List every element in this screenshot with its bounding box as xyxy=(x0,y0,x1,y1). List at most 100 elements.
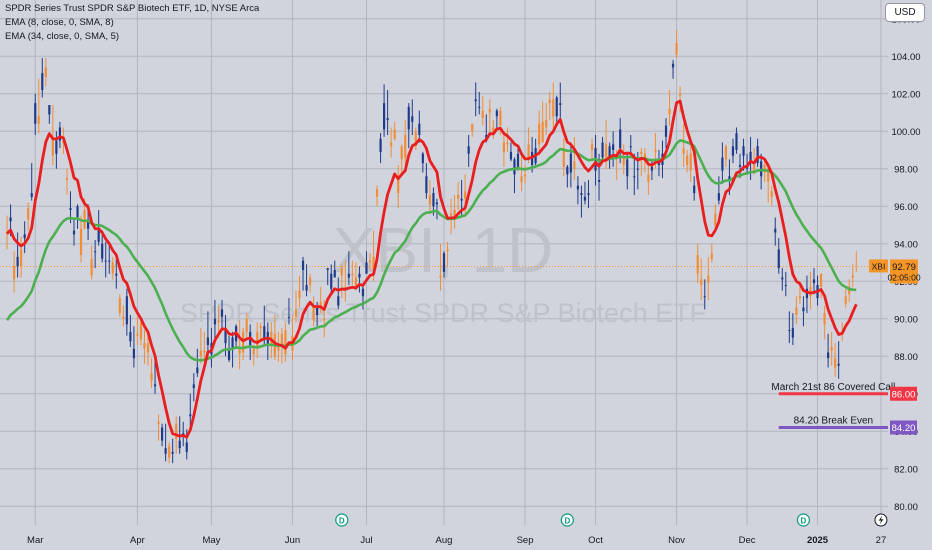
candle xyxy=(383,84,386,137)
candle-body xyxy=(449,213,453,216)
candle xyxy=(20,236,23,278)
candle xyxy=(305,264,308,297)
candle-body xyxy=(37,116,40,124)
candle-body xyxy=(217,320,220,323)
candle-body xyxy=(439,275,442,278)
candle-body xyxy=(143,343,146,349)
candle-body xyxy=(767,168,770,182)
covered-call-price-tag: 86.00 xyxy=(890,386,917,401)
candle-body xyxy=(27,208,30,220)
candle-body xyxy=(340,268,343,276)
candle-body xyxy=(714,213,717,225)
candle xyxy=(478,91,481,115)
chart-title[interactable]: SPDR Series Trust SPDR S&P Biotech ETF, … xyxy=(5,3,260,14)
candle-body xyxy=(781,277,784,280)
break-even-label[interactable]: 84.20 Break Even xyxy=(794,416,874,427)
candle-body xyxy=(72,230,76,235)
candle xyxy=(390,127,393,158)
indicator-ema-8[interactable]: EMA (8, close, 0, SMA, 8) xyxy=(5,17,114,28)
currency-button[interactable]: USD xyxy=(885,3,925,22)
candle-body xyxy=(23,234,26,239)
candle xyxy=(834,343,837,377)
candle xyxy=(481,95,484,126)
candle xyxy=(171,438,174,464)
time-axis-label: May xyxy=(202,535,220,546)
ema-8-line xyxy=(6,99,858,439)
candle-body xyxy=(520,176,523,182)
price-axis-tick: 80.00 xyxy=(894,502,918,513)
candle-body xyxy=(760,161,763,177)
candle-body xyxy=(788,330,791,331)
candle xyxy=(453,195,456,229)
candle xyxy=(34,93,37,135)
candle xyxy=(146,331,150,366)
candle xyxy=(777,238,780,274)
candle xyxy=(506,127,509,152)
candle xyxy=(72,219,76,246)
candle xyxy=(51,105,54,165)
candle xyxy=(161,423,164,447)
candle-body xyxy=(562,150,565,167)
candle xyxy=(132,326,135,368)
candle xyxy=(502,135,505,167)
candle xyxy=(337,277,340,310)
price-axis-tick: 88.00 xyxy=(894,352,918,363)
candle-body xyxy=(309,277,312,285)
earnings-icon[interactable] xyxy=(874,513,888,527)
candle xyxy=(90,245,93,280)
candle xyxy=(150,358,153,389)
candle xyxy=(65,168,69,195)
candle xyxy=(16,232,19,278)
candle xyxy=(545,103,548,135)
covered-call-label[interactable]: March 21st 86 Covered Call xyxy=(771,382,895,393)
candle-body xyxy=(136,333,139,336)
candle-body xyxy=(791,328,794,338)
candle xyxy=(196,348,199,377)
candle-body xyxy=(735,133,738,150)
candle-body xyxy=(774,228,777,233)
candle xyxy=(735,127,738,154)
candle-body xyxy=(749,151,752,164)
candle-body xyxy=(679,93,682,96)
candle xyxy=(700,258,703,300)
dividend-marker-circle xyxy=(560,513,574,527)
price-axis-tick: 94.00 xyxy=(894,239,918,250)
horizontal-levels[interactable]: March 21st 86 Covered Call 84.20 Break Ev… xyxy=(771,382,895,429)
time-axis[interactable]: Mar Apr May Jun Jul Aug Sep Oct Nov Dec 2025 27 D D D xyxy=(27,513,888,546)
candle-body xyxy=(164,448,167,454)
candle-body xyxy=(650,166,653,171)
candle-body xyxy=(83,210,86,229)
candle-body xyxy=(354,277,357,289)
candle-body xyxy=(555,97,558,117)
candle xyxy=(664,118,668,149)
price-axis-tick: 90.00 xyxy=(894,314,918,325)
dividend-icon[interactable]: D xyxy=(335,513,349,527)
candle-body xyxy=(686,155,689,165)
indicator-ema-34[interactable]: EMA (34, close, 0, SMA, 5) xyxy=(5,31,120,42)
candle xyxy=(136,316,139,345)
candle-body xyxy=(192,384,195,389)
candle xyxy=(41,58,44,98)
candle-body xyxy=(407,106,410,130)
candle-body xyxy=(111,262,114,274)
time-axis-label: Oct xyxy=(588,535,603,546)
candle-body xyxy=(583,196,587,201)
candle-body xyxy=(206,337,209,345)
candle xyxy=(425,163,428,199)
candle-body xyxy=(654,150,657,152)
candle xyxy=(115,258,118,289)
candle-body xyxy=(280,333,283,347)
candle-body xyxy=(150,373,153,381)
candle xyxy=(122,305,125,327)
ema-lines xyxy=(5,99,858,439)
candle-body xyxy=(478,106,481,108)
candle-body xyxy=(587,193,590,195)
dividend-icon[interactable]: D xyxy=(796,513,811,527)
candle-body xyxy=(256,331,259,347)
candle-body xyxy=(361,288,365,297)
dividend-icon[interactable]: D xyxy=(560,513,574,527)
candle-body xyxy=(386,118,389,120)
candle-body xyxy=(802,307,805,312)
